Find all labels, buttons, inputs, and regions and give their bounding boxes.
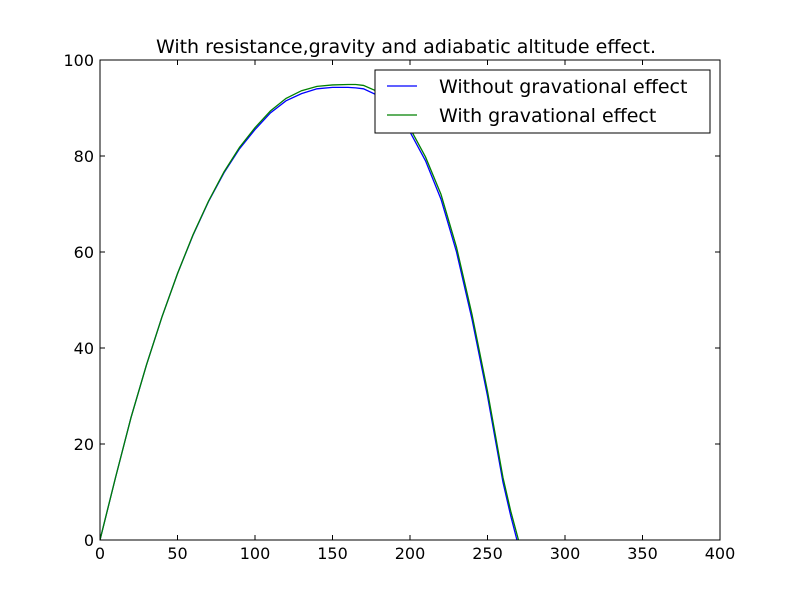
y-tick-label: 40 [74,339,94,358]
x-tick-label: 300 [550,544,581,563]
axes: 0 50 100 150 200 250 300 350 400 0 20 40 60 80 100 [63,51,735,563]
y-tick-label: 100 [63,51,94,70]
y-tick-label: 20 [74,435,94,454]
x-tick-label: 50 [167,544,187,563]
x-tick-label: 250 [472,544,503,563]
y-tick-label: 0 [84,531,94,550]
x-tick-label: 0 [95,544,105,563]
series-line-2 [100,83,520,540]
y-tick-label: 60 [74,243,94,262]
legend-box [374,69,711,134]
x-tick-label: 350 [627,544,658,563]
legend-label-2: With gravational effect [439,105,656,127]
y-tick-label: 80 [74,147,94,166]
x-tick-label: 100 [240,544,271,563]
plot-area [100,83,520,540]
x-tick-label: 400 [705,544,736,563]
chart-title: With resistance,gravity and adiabatic al… [156,36,656,58]
legend: Without gravational effect With gravation… [374,69,711,134]
x-tick-label: 150 [317,544,348,563]
x-tick-label: 200 [395,544,426,563]
legend-label-1: Without gravational effect [439,76,687,98]
